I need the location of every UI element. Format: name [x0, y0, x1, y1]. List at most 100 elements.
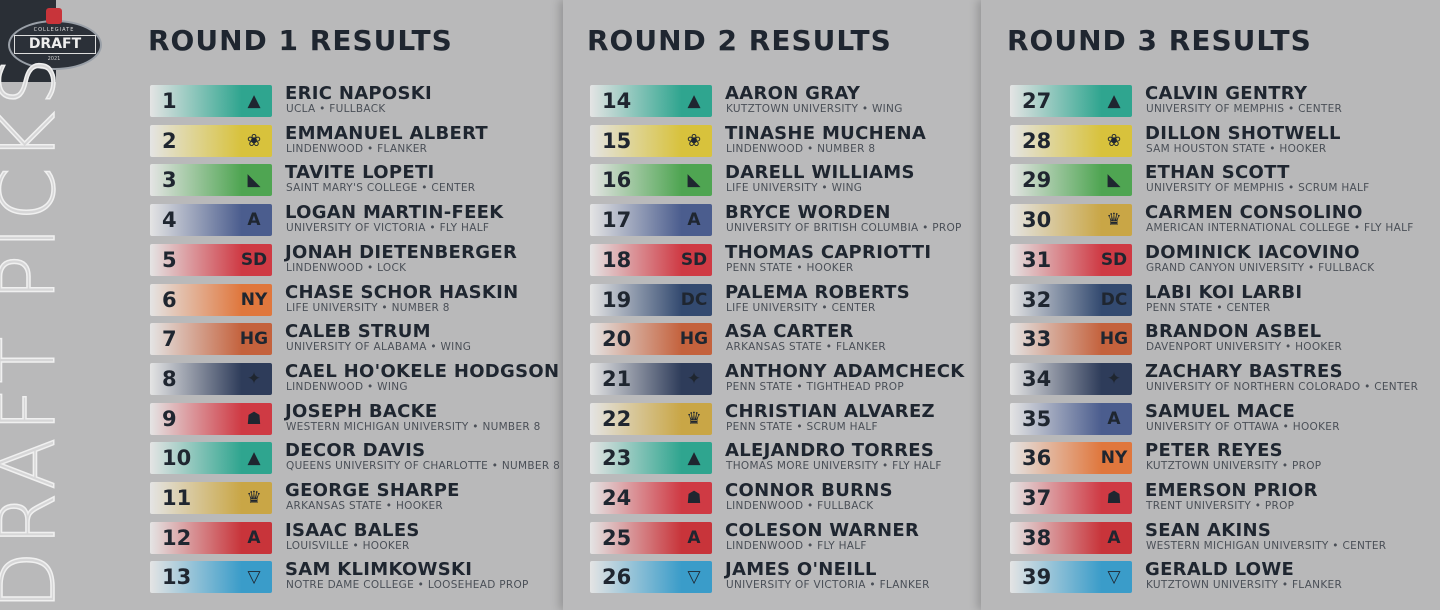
player-name: SAMUEL MACE [1145, 400, 1296, 422]
pick-number: 3 [162, 168, 177, 193]
player-name: JAMES O'NEILL [725, 559, 877, 581]
pick-number: 26 [602, 565, 632, 590]
player-details: UNIVERSITY OF MEMPHIS • CENTER [1146, 103, 1343, 115]
player-school: AMERICAN INTERNATIONAL COLLEGE [1146, 222, 1351, 235]
wolf-icon: ▲ [687, 91, 701, 111]
player-school: UNIVERSITY OF NORTHERN COLORADO [1146, 380, 1361, 393]
round-2-title: ROUND 2 RESULTS [587, 24, 892, 57]
player-details: PENN STATE • CENTER [1146, 301, 1271, 314]
player-details: LINDENWOOD • LOCK [286, 261, 407, 274]
player-school: WESTERN MICHIGAN UNIVERSITY [286, 420, 469, 433]
pick-number: 20 [602, 327, 632, 352]
player-school: PENN STATE [726, 420, 793, 433]
round-3-title: ROUND 3 RESULTS [1007, 24, 1312, 57]
player-school: LINDENWOOD [286, 142, 364, 155]
lion-icon: ❀ [1106, 130, 1122, 151]
player-position: FULLBACK [329, 103, 386, 115]
sd-icon: SD [240, 249, 268, 270]
player-name: ERIC NAPOSKI [285, 83, 433, 104]
player-position: LOOSEHEAD PROP [427, 579, 529, 592]
warrior-icon: ☗ [1106, 488, 1122, 508]
player-name: JONAH DIETENBERGER [285, 241, 518, 263]
player-name: ALEJANDRO TORRES [725, 440, 935, 462]
player-school: SAM HOUSTON STATE [1146, 142, 1266, 155]
player-school: LIFE UNIVERSITY [726, 301, 818, 314]
player-name: AARON GRAY [725, 83, 861, 104]
player-position: HOOKER [362, 539, 410, 552]
player-name: CAEL HO'OKELE HODGSON [285, 360, 560, 382]
player-position: HOOKER [1292, 420, 1340, 433]
player-position: NUMBER 8 [817, 142, 876, 155]
pick-badge: 3 ◣ [150, 164, 272, 197]
pick-badge: 24 ☗ [590, 482, 712, 514]
player-name: JOSEPH BACKE [285, 400, 438, 422]
player-school: UCLA [286, 103, 316, 115]
pick-badge: 7 HG [150, 323, 272, 356]
player-position: NUMBER 8 [391, 301, 450, 314]
player-position: PROP [1264, 500, 1295, 512]
warrior-icon: ☗ [686, 488, 702, 508]
player-name: BRYCE WORDEN [725, 202, 891, 224]
player-position: NUMBER 8 [501, 460, 561, 473]
pick-number: 17 [602, 208, 632, 233]
thunderbird-icon: ✦ [246, 368, 262, 389]
pick-badge: 8 ✦ [150, 362, 272, 395]
player-school: UNIVERSITY OF MEMPHIS [1146, 182, 1285, 195]
player-school: UNIVERSITY OF ALABAMA [286, 341, 427, 354]
pick-number: 5 [162, 247, 177, 272]
pick-badge: 11 ♛ [150, 482, 272, 514]
a-icon: A [247, 527, 261, 548]
player-name: TINASHE MUCHENA [725, 122, 927, 144]
player-position: FLANKER [377, 142, 428, 155]
player-details: SAM HOUSTON STATE • HOOKER [1146, 142, 1327, 155]
player-name: COLESON WARNER [725, 519, 920, 541]
player-name: CONNOR BURNS [725, 480, 893, 501]
pick-badge: 35 A [1010, 402, 1132, 435]
pick-badge: 14 ▲ [590, 85, 712, 117]
pick-number: 28 [1022, 128, 1052, 153]
player-details: LINDENWOOD • WING [286, 380, 408, 393]
player-name: GEORGE SHARPE [285, 480, 460, 501]
pick-number: 36 [1022, 446, 1052, 471]
pick-badge: 34 ✦ [1010, 362, 1132, 395]
player-name: ASA CARTER [725, 321, 854, 343]
hg-icon: HG [679, 329, 709, 350]
pick-number: 9 [162, 406, 177, 431]
player-name: THOMAS CAPRIOTTI [725, 241, 932, 263]
pick-number: 6 [162, 287, 177, 312]
pick-badge: 21 ✦ [590, 362, 712, 395]
player-school: QUEENS UNIVERSITY OF CHARLOTTE [286, 460, 489, 473]
pick-number: 39 [1022, 565, 1052, 590]
player-details: DAVENPORT UNIVERSITY • HOOKER [1146, 341, 1343, 354]
player-details: WESTERN MICHIGAN UNIVERSITY • CENTER [1146, 539, 1387, 552]
player-details: KUTZTOWN UNIVERSITY • FLANKER [1146, 579, 1343, 592]
shield-g-icon: ▽ [1107, 567, 1121, 588]
player-position: FLY HALF [1363, 222, 1414, 235]
dc-icon: DC [680, 289, 708, 310]
player-school: PENN STATE [726, 380, 793, 393]
a-icon: A [687, 527, 701, 548]
player-position: CENTER [431, 182, 476, 195]
pick-badge: 9 ☗ [150, 402, 272, 435]
player-school: LIFE UNIVERSITY [726, 182, 818, 195]
player-position: FLANKER [1291, 579, 1343, 592]
wolf-icon: ▲ [1107, 91, 1121, 111]
player-school: KUTZTOWN UNIVERSITY [1146, 579, 1279, 592]
pick-badge: 1 ▲ [150, 85, 272, 117]
round-1-panel [0, 0, 563, 610]
player-name: ZACHARY BASTRES [1145, 360, 1343, 382]
crown-icon: ♛ [1106, 210, 1122, 231]
pick-number: 38 [1022, 525, 1052, 550]
player-school: LINDENWOOD [726, 539, 804, 552]
pick-number: 18 [602, 247, 632, 272]
pick-badge: 6 NY [150, 283, 272, 316]
player-details: LINDENWOOD • NUMBER 8 [726, 142, 876, 155]
player-details: UCLA • FULLBACK [286, 103, 386, 115]
player-details: KUTZTOWN UNIVERSITY • WING [726, 103, 903, 115]
pick-badge: 26 ▽ [590, 561, 712, 594]
player-position: FLY HALF [817, 539, 867, 552]
pick-badge: 10 ▲ [150, 442, 272, 475]
pick-badge: 19 DC [590, 283, 712, 316]
player-details: ARKANSAS STATE • HOOKER [286, 500, 443, 512]
pick-number: 33 [1022, 327, 1052, 352]
